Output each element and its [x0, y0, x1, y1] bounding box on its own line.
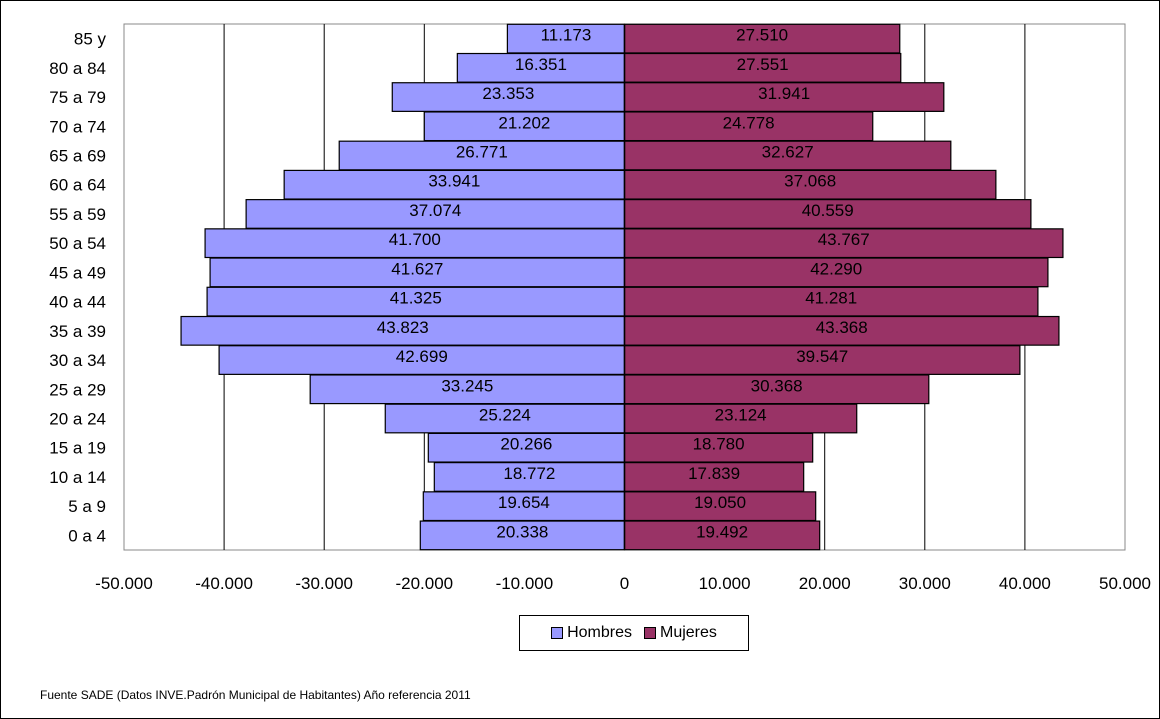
data-label-mujeres: 18.780	[693, 435, 745, 454]
bar-hombres	[283, 169, 626, 200]
legend-label-hombres: Hombres	[567, 624, 632, 641]
x-tick-label: -20.000	[395, 574, 453, 593]
x-tick-label: -50.000	[95, 574, 153, 593]
category-label: 10 a 14	[49, 468, 106, 487]
x-tick-label: -30.000	[295, 574, 353, 593]
bar-mujeres	[623, 199, 1032, 229]
bar-hombres	[422, 491, 626, 522]
bar-mujeres	[623, 403, 858, 434]
data-label-mujeres: 32.627	[762, 143, 814, 162]
category-label: 70 a 74	[49, 117, 106, 136]
data-label-hombres: 25.224	[479, 406, 531, 425]
data-label-mujeres: 27.551	[737, 55, 789, 74]
category-label: 80 a 84	[49, 59, 106, 78]
data-label-hombres: 26.771	[456, 143, 508, 162]
bar-mujeres	[623, 23, 901, 54]
data-label-mujeres: 37.068	[784, 172, 836, 191]
category-label: 50 a 54	[49, 234, 106, 253]
category-label: 0 a 4	[68, 526, 106, 545]
bar-hombres	[180, 315, 626, 346]
x-tick-label: 40.000	[999, 574, 1051, 593]
bar-mujeres	[623, 169, 997, 200]
data-label-hombres: 11.173	[541, 26, 592, 45]
category-label: 5 a 9	[68, 497, 106, 516]
data-label-mujeres: 23.124	[715, 406, 767, 425]
data-label-hombres: 33.941	[428, 172, 480, 191]
category-label: 55 a 59	[49, 205, 106, 224]
data-label-mujeres: 42.290	[810, 259, 862, 278]
bar-mujeres	[623, 462, 805, 492]
bar-mujeres	[623, 140, 952, 171]
category-label: 65 a 69	[49, 147, 106, 166]
data-label-hombres: 18.772	[503, 464, 555, 483]
category-label: 75 a 79	[49, 88, 106, 107]
bar-mujeres	[623, 432, 814, 463]
data-label-mujeres: 19.050	[694, 493, 746, 512]
legend-entry-mujeres: Mujeres	[644, 624, 717, 642]
data-label-hombres: 42.699	[396, 347, 448, 366]
category-label: 85 y	[74, 30, 107, 49]
category-label: 40 a 44	[49, 293, 106, 312]
source-note: Fuente SADE (Datos INVE.Padrón Municipal…	[40, 688, 471, 702]
bar-mujeres	[623, 257, 1049, 288]
data-label-mujeres: 30.368	[751, 376, 803, 395]
data-label-hombres: 41.700	[389, 230, 441, 249]
bar-hombres	[245, 199, 626, 229]
category-label: 35 a 39	[49, 322, 106, 341]
legend-entry-hombres: Hombres	[551, 624, 632, 642]
data-label-mujeres: 19.492	[696, 522, 748, 541]
data-label-hombres: 21.202	[498, 113, 550, 132]
data-label-mujeres: 31.941	[758, 84, 810, 103]
category-label: 25 a 29	[49, 380, 106, 399]
x-tick-label: 50.000	[1099, 574, 1151, 593]
chart-legend: Hombres Mujeres	[519, 615, 749, 651]
category-label: 30 a 34	[49, 351, 106, 370]
data-label-hombres: 43.823	[377, 318, 429, 337]
legend-label-mujeres: Mujeres	[660, 624, 717, 641]
data-label-hombres: 20.338	[496, 522, 548, 541]
data-label-hombres: 41.627	[391, 259, 443, 278]
data-label-mujeres: 24.778	[723, 113, 775, 132]
x-tick-label: 30.000	[899, 574, 951, 593]
data-label-hombres: 41.325	[390, 289, 442, 308]
x-tick-label: 0	[620, 574, 629, 593]
data-label-hombres: 23.353	[482, 84, 534, 103]
category-label: 60 a 64	[49, 176, 106, 195]
bar-hombres	[427, 432, 626, 463]
data-label-mujeres: 40.559	[802, 201, 854, 220]
bar-hombres	[338, 140, 626, 171]
legend-swatch-mujeres	[644, 627, 656, 639]
data-label-hombres: 16.351	[515, 55, 567, 74]
data-label-mujeres: 27.510	[736, 26, 788, 45]
data-label-mujeres: 17.839	[688, 464, 740, 483]
bar-hombres	[209, 257, 626, 288]
bar-mujeres	[623, 345, 1021, 375]
bar-mujeres	[623, 520, 821, 551]
bar-hombres	[433, 462, 626, 492]
x-tick-label: 10.000	[699, 574, 751, 593]
x-tick-label: -40.000	[195, 574, 253, 593]
data-label-hombres: 37.074	[409, 201, 461, 220]
x-tick-label: -10.000	[496, 574, 554, 593]
data-label-mujeres: 41.281	[805, 289, 857, 308]
bar-mujeres	[623, 374, 930, 405]
bar-hombres	[309, 374, 626, 405]
category-label: 45 a 49	[49, 263, 106, 282]
data-label-hombres: 19.654	[498, 493, 550, 512]
legend-swatch-hombres	[551, 627, 564, 639]
category-label: 20 a 24	[49, 410, 106, 429]
category-label: 15 a 19	[49, 439, 106, 458]
bar-hombres	[384, 403, 626, 434]
x-tick-label: 20.000	[799, 574, 851, 593]
data-label-hombres: 33.245	[441, 376, 493, 395]
data-label-mujeres: 39.547	[796, 347, 848, 366]
data-label-hombres: 20.266	[500, 435, 552, 454]
data-label-mujeres: 43.368	[816, 318, 868, 337]
data-label-mujeres: 43.767	[818, 230, 870, 249]
